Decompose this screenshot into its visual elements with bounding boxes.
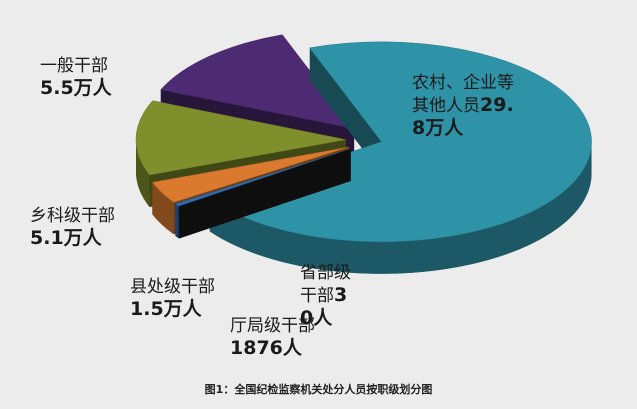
slice-label: 省部级干部30人 <box>300 262 358 330</box>
pie-chart <box>135 34 592 274</box>
slice <box>151 146 349 203</box>
category-label: 一般干部 <box>40 56 108 76</box>
value-label: 5.1万人 <box>30 227 102 249</box>
category-label: 农村、企业等其他人员 <box>412 73 514 116</box>
value-label: 30人 <box>300 284 348 329</box>
slice-label: 县处级干部 1.5万人 <box>130 276 232 320</box>
value-label: 29.8万人 <box>412 94 514 139</box>
slice-label: 农村、企业等其他人员29.8万人 <box>412 72 521 140</box>
slice-label: 厅局级干部 1876人 <box>230 315 332 359</box>
slice <box>160 34 355 130</box>
slice <box>135 100 347 176</box>
slice-wall <box>175 203 179 239</box>
category-label: 厅局级干部 <box>230 316 315 336</box>
category-label: 县处级干部 <box>130 277 215 297</box>
slice-side <box>309 47 382 174</box>
slice-side <box>178 148 351 239</box>
category-label: 省部级干部 <box>300 263 351 306</box>
slice-wall <box>136 139 150 207</box>
slice-label: 一般干部 5.5万人 <box>40 55 142 99</box>
category-label: 乡科级干部 <box>30 206 115 226</box>
slice-wall <box>152 182 174 235</box>
slice-wall <box>209 141 592 274</box>
value-label: 1876人 <box>230 337 302 359</box>
value-label: 5.5万人 <box>40 77 112 99</box>
slice <box>178 148 351 207</box>
slice-label: 乡科级干部 5.1万人 <box>30 205 132 249</box>
value-label: 1.5万人 <box>130 298 202 320</box>
chart-title: 图1：全国纪检监察机关处分人员按职级划分图 <box>204 383 433 396</box>
